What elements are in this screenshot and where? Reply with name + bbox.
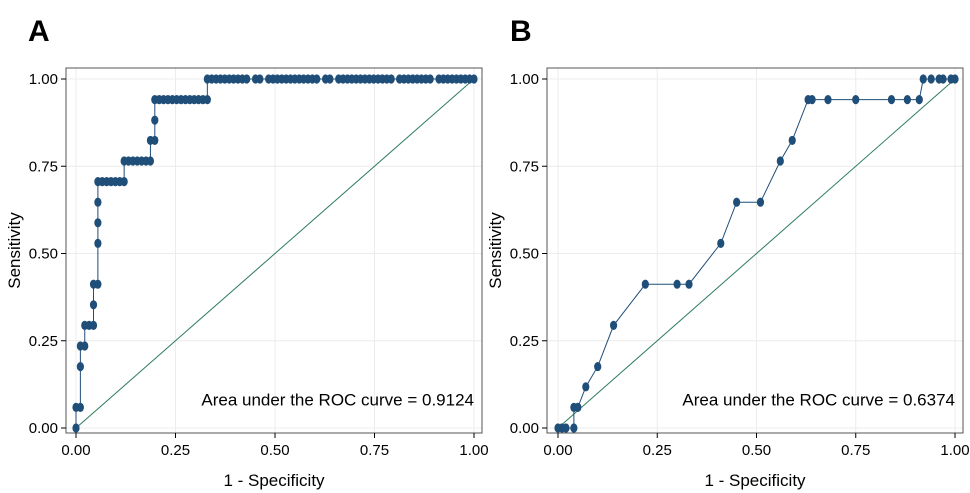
roc-point-b-23 (915, 94, 923, 105)
roc-point-b-6 (582, 382, 590, 392)
roc-point-b-18 (808, 94, 816, 105)
y-axis-title-a: Sensitivity (5, 212, 24, 289)
roc-panel-a: A 0.00 0.25 0.50 0.75 1.00 0.00 0.25 0.50 0.75 1… (5, 15, 489, 490)
roc-point-b-25 (927, 74, 935, 84)
reference-line-b (557, 78, 956, 429)
roc-point-a-5 (81, 341, 89, 351)
roc-point-a-31 (151, 115, 159, 125)
roc-point-b-16 (788, 135, 796, 146)
y-tick-label-a-2: 0.50 (29, 246, 58, 263)
roc-point-a-2 (76, 402, 84, 413)
x-tick-label-b-2: 0.50 (742, 442, 771, 459)
x-tick-label-b-1: 0.25 (643, 442, 672, 459)
roc-point-b-5 (574, 402, 582, 413)
roc-point-a-54 (243, 74, 251, 84)
reference-line-a (75, 78, 475, 429)
x-tick-label-a-2: 0.50 (260, 442, 289, 459)
roc-point-a-12 (94, 238, 102, 248)
panel-label-a: A (28, 15, 50, 48)
roc-point-a-83 (387, 74, 395, 84)
y-axis-title-b: Sensitivity (486, 212, 505, 289)
roc-point-b-2 (562, 423, 570, 433)
roc-point-a-70 (326, 74, 334, 84)
x-axis-a: 0.00 0.25 0.50 0.75 1.00 (61, 433, 489, 459)
roc-point-a-0 (72, 423, 80, 433)
roc-point-b-13 (733, 197, 741, 207)
roc-point-a-100 (470, 74, 478, 84)
auc-annotation-b: Area under the ROC curve = 0.6374 (682, 391, 955, 410)
roc-point-a-56 (256, 74, 264, 84)
y-tick-label-b-0: 0.00 (510, 420, 539, 437)
y-axis-a: 0.00 0.25 0.50 0.75 1.00 (29, 71, 66, 437)
roc-point-b-15 (776, 156, 784, 166)
roc-point-b-3 (570, 423, 578, 433)
plot-frame-a (65, 67, 483, 434)
roc-points-a (72, 74, 478, 433)
roc-point-a-13 (94, 218, 102, 228)
y-tick-label-b-4: 1.00 (510, 71, 539, 88)
roc-point-a-44 (203, 94, 211, 105)
x-axis-title-b: 1 - Specificity (704, 471, 806, 490)
y-tick-label-a-1: 0.25 (29, 333, 58, 350)
roc-point-b-9 (641, 279, 649, 289)
roc-panel-b: B 0.00 0.25 0.50 0.75 1.00 0.00 0.25 0.50 0.75 1… (486, 15, 970, 490)
roc-point-b-10 (673, 279, 681, 289)
roc-points-b (554, 74, 959, 433)
x-axis-b: 0.00 0.25 0.50 0.75 1.00 (543, 433, 970, 459)
panel-label-b: B (510, 15, 532, 48)
roc-point-b-14 (756, 197, 765, 207)
roc-point-a-3 (76, 361, 84, 372)
roc-point-a-91 (426, 74, 434, 84)
roc-point-b-29 (951, 74, 959, 84)
roc-point-b-27 (939, 74, 947, 84)
y-tick-label-a-4: 1.00 (29, 71, 58, 88)
roc-point-b-12 (717, 238, 725, 248)
x-tick-label-a-1: 0.25 (161, 442, 190, 459)
y-axis-b: 0.00 0.25 0.50 0.75 1.00 (510, 71, 547, 437)
roc-point-a-28 (146, 156, 155, 166)
y-tick-label-b-3: 0.75 (510, 158, 539, 175)
plot-frame-b (546, 67, 964, 434)
x-tick-label-a-4: 1.00 (459, 442, 488, 459)
x-tick-label-b-4: 1.00 (940, 442, 969, 459)
roc-point-b-24 (919, 74, 927, 84)
roc-point-b-8 (609, 320, 618, 330)
y-tick-label-b-2: 0.50 (510, 246, 539, 263)
roc-point-a-21 (120, 177, 128, 187)
roc-point-b-22 (903, 94, 911, 105)
x-axis-title-a: 1 - Specificity (223, 471, 325, 490)
y-tick-label-a-3: 0.75 (29, 158, 58, 175)
roc-point-a-14 (94, 197, 102, 207)
roc-point-b-20 (852, 94, 860, 105)
x-tick-label-b-3: 0.75 (841, 442, 870, 459)
roc-point-b-11 (685, 279, 693, 289)
grid-b (547, 68, 963, 433)
roc-point-a-11 (94, 279, 102, 289)
roc-point-b-19 (824, 94, 832, 105)
x-tick-label-a-3: 0.75 (360, 442, 389, 459)
roc-point-a-30 (151, 135, 159, 146)
x-tick-label-a-0: 0.00 (61, 442, 90, 459)
auc-annotation-a: Area under the ROC curve = 0.9124 (201, 391, 474, 410)
roc-point-b-7 (594, 361, 602, 372)
roc-point-a-9 (89, 300, 98, 310)
roc-point-a-68 (313, 74, 321, 84)
y-tick-label-b-1: 0.25 (510, 333, 539, 350)
y-tick-label-a-0: 0.00 (29, 420, 58, 437)
x-tick-label-b-0: 0.00 (543, 442, 572, 459)
roc-point-a-8 (89, 320, 98, 330)
roc-point-b-21 (887, 94, 896, 105)
